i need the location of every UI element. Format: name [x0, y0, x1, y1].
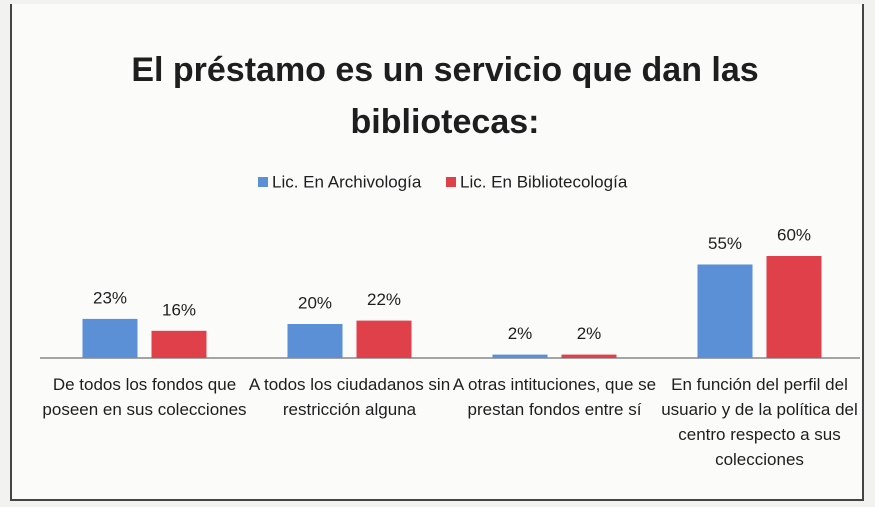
- data-label: 2%: [577, 324, 602, 343]
- bar: [287, 324, 343, 358]
- legend-label: Lic. En Bibliotecología: [460, 172, 628, 191]
- chart-title: El préstamo es un servicio que dan las b…: [131, 51, 759, 141]
- bar: [492, 354, 548, 358]
- x-tick-label: A todos los ciudadanos sin restricción a…: [248, 375, 451, 419]
- x-tick-label: De todos los fondos que poseen en sus co…: [42, 375, 247, 419]
- data-label: 20%: [298, 293, 332, 312]
- bar: [82, 318, 138, 358]
- legend-swatch: [446, 177, 456, 187]
- x-tick-label: En función del perfil del usuario y de l…: [661, 375, 858, 469]
- data-label: 55%: [708, 234, 742, 253]
- bar: [151, 330, 207, 358]
- frame: [10, 4, 864, 501]
- data-label: 16%: [162, 300, 196, 319]
- bar: [697, 264, 753, 358]
- data-label: 22%: [367, 290, 401, 309]
- data-label: 60%: [777, 225, 811, 244]
- legend-swatch: [258, 177, 268, 187]
- data-label: 23%: [93, 288, 127, 307]
- legend-label: Lic. En Archivología: [272, 172, 422, 191]
- bar: [561, 354, 617, 358]
- data-label: 2%: [508, 324, 533, 343]
- x-tick-label: A otras intituciones, que se prestan fon…: [452, 375, 657, 419]
- bar: [766, 256, 822, 358]
- bar: [356, 320, 412, 358]
